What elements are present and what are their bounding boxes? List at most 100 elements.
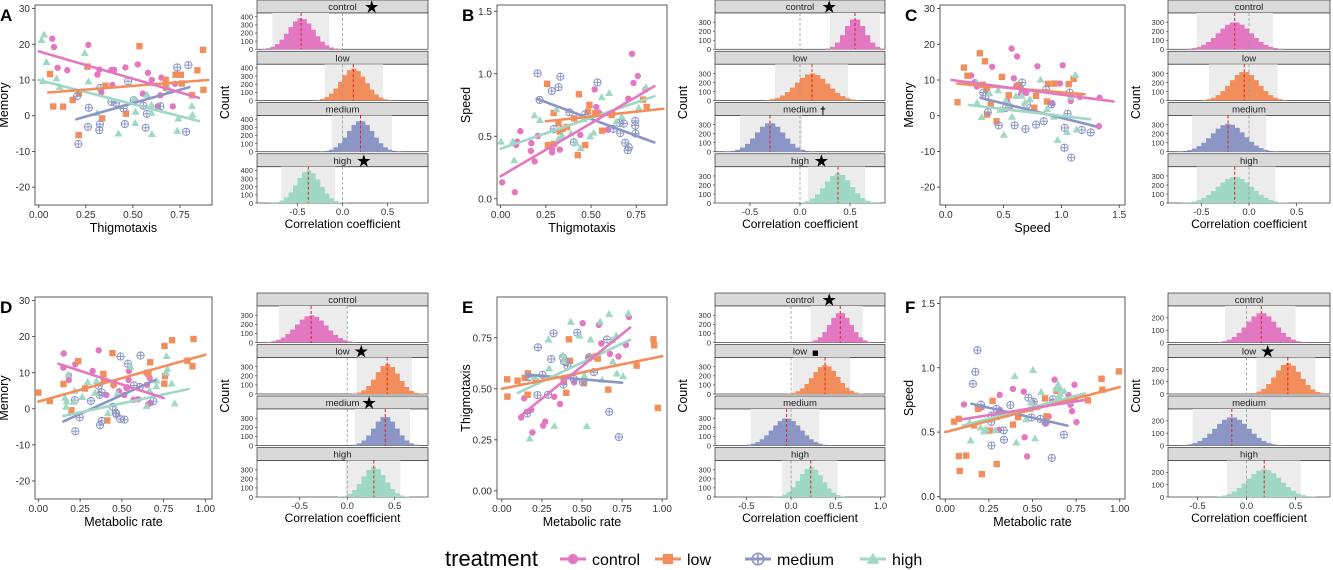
histogram-bar xyxy=(329,149,334,152)
histogram-bar xyxy=(1236,487,1242,497)
marker-triangle xyxy=(84,77,93,85)
histogram-bar xyxy=(750,443,756,446)
histogram-bar xyxy=(1206,138,1212,152)
y-tick-label: 20 xyxy=(924,40,936,51)
histogram-bar xyxy=(1191,148,1197,152)
data-point-high xyxy=(597,93,606,101)
y-tick-label: 100 xyxy=(1151,139,1164,148)
data-point-low xyxy=(168,337,176,344)
histogram-bar xyxy=(820,78,826,101)
histogram-bar xyxy=(1241,423,1247,446)
histogram-bar xyxy=(320,41,325,50)
y-tick-label: 200 xyxy=(1151,27,1164,36)
y-axis-label: Count xyxy=(1129,85,1143,119)
histogram-bar xyxy=(275,202,280,203)
x-tick-label: 0.5 xyxy=(1290,207,1303,218)
histogram-bar xyxy=(1263,44,1269,50)
data-point-control xyxy=(1056,80,1064,87)
data-point-high xyxy=(1021,415,1030,423)
histogram-bar xyxy=(1239,132,1245,152)
histogram-bar xyxy=(750,138,756,152)
y-tick-label: 0 xyxy=(707,199,711,208)
data-point-low xyxy=(983,111,991,118)
data-point-low xyxy=(974,405,982,413)
data-point-low xyxy=(199,46,207,54)
marker-triangle xyxy=(1071,70,1080,78)
marker-triangle xyxy=(1060,387,1069,395)
histogram-bar xyxy=(795,480,801,497)
marker-triangle xyxy=(1028,366,1037,374)
data-point-medium xyxy=(136,351,145,360)
y-tick-label: 0 xyxy=(707,390,711,399)
histogram-bar xyxy=(820,188,826,203)
histogram-bar xyxy=(360,76,366,101)
data-point-low xyxy=(200,86,207,94)
histogram-bar xyxy=(399,495,405,497)
data-point-control xyxy=(996,391,1003,399)
data-point-control xyxy=(960,401,968,408)
y-tick-label: 300 xyxy=(1151,172,1164,181)
data-point-low xyxy=(955,415,962,423)
facet-frame xyxy=(256,460,429,498)
histogram-bar xyxy=(849,325,854,343)
facet-low: low ★ 0 100 200 xyxy=(1151,344,1331,399)
x-tick-label: 0.00 xyxy=(491,210,511,221)
histogram-bar xyxy=(1215,186,1221,203)
y-tick-label: 100 xyxy=(1151,87,1164,96)
data-point-medium xyxy=(631,116,640,125)
marker-cross xyxy=(752,553,764,565)
y-tick-label: 0 xyxy=(249,45,253,54)
data-point-low xyxy=(584,108,592,115)
x-tick-label: 1.5 xyxy=(1112,210,1126,221)
marker-triangle xyxy=(170,399,179,407)
x-axis-label: Thigmotaxis xyxy=(548,221,615,235)
marker-circle xyxy=(579,320,586,327)
histogram-bar xyxy=(780,132,786,152)
data-point-high xyxy=(162,352,171,360)
marker-cross xyxy=(73,92,81,100)
histogram-bar xyxy=(853,392,859,394)
data-point-low xyxy=(122,110,130,117)
fit-line-high xyxy=(62,387,190,418)
marker-circle xyxy=(498,179,506,186)
histogram-bar xyxy=(745,143,751,152)
histogram-bar xyxy=(1253,145,1259,152)
y-tick-label: 0 xyxy=(1160,45,1164,54)
histogram-bar xyxy=(770,123,776,152)
data-point-low xyxy=(146,359,154,366)
histogram-bar xyxy=(1229,80,1236,101)
marker-cross xyxy=(1021,125,1030,133)
histogram-bar xyxy=(385,482,391,497)
histogram-bar xyxy=(409,443,415,446)
histogram-bar xyxy=(808,378,814,394)
marker-triangle xyxy=(40,30,49,38)
y-axis-label: Speed xyxy=(902,380,916,416)
histogram-bar xyxy=(1212,428,1218,446)
data-point-medium xyxy=(1031,120,1041,129)
histogram-bar xyxy=(1241,327,1247,343)
histogram-bar xyxy=(1229,177,1236,203)
y-tick-label: 100 xyxy=(240,191,253,200)
histogram-bar xyxy=(831,317,837,343)
marker-circle xyxy=(591,86,598,93)
data-point-high xyxy=(1072,125,1081,133)
y-tick-label: 0 xyxy=(249,148,253,157)
marker-triangle xyxy=(973,98,982,106)
histogram-bar xyxy=(302,19,307,50)
histogram-bar xyxy=(1266,470,1272,497)
data-point-high xyxy=(497,137,506,145)
x-axis-label: Thigmotaxis xyxy=(90,221,157,235)
histogram-panel-A: control ★0100200300400low0100200300400med… xyxy=(218,0,429,231)
data-point-low xyxy=(1009,421,1017,428)
data-point-medium xyxy=(1039,117,1048,126)
marker-triangle xyxy=(612,369,621,377)
histogram-bar xyxy=(1231,336,1238,343)
y-tick-label: 100 xyxy=(698,381,711,390)
marker-cross xyxy=(534,343,542,351)
significance-mark: ★ xyxy=(823,292,837,309)
histogram-bar xyxy=(356,71,361,101)
data-point-control xyxy=(95,347,102,354)
